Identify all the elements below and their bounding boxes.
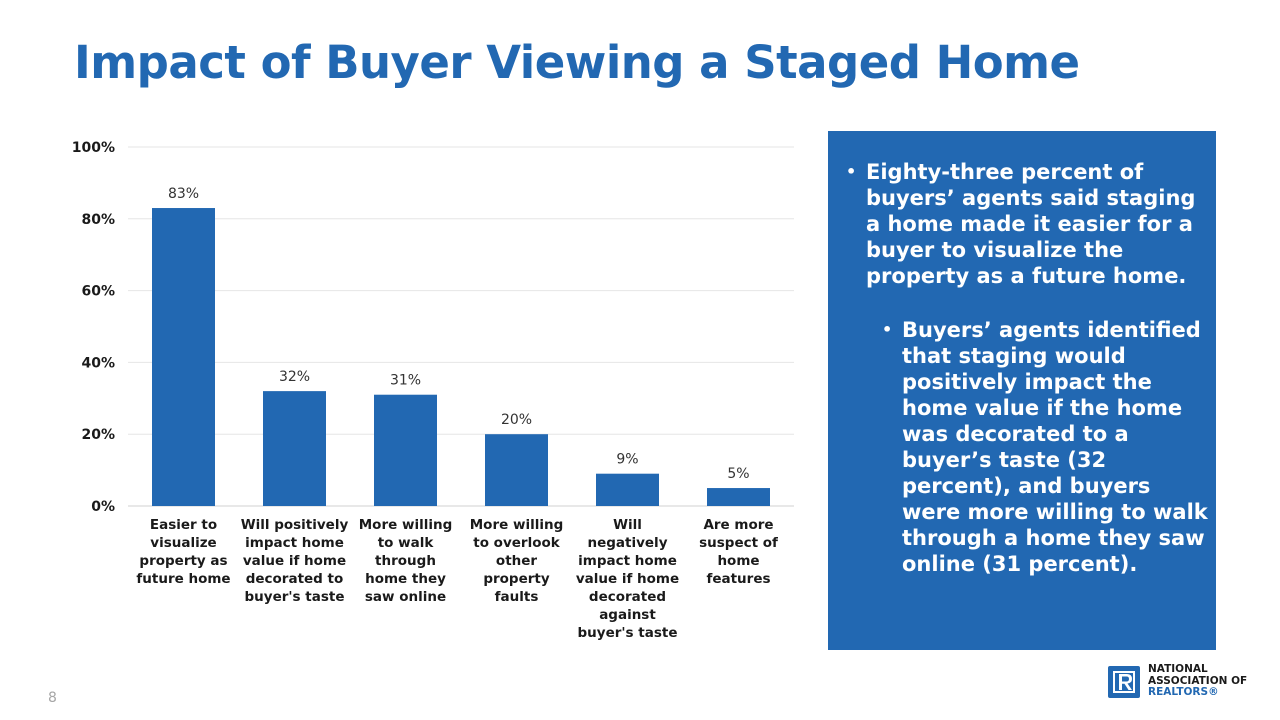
bar: [374, 394, 437, 506]
sub-bullet-text: Buyers’ agents identified that staging w…: [902, 318, 1208, 576]
bullet-dot-icon: •: [846, 162, 857, 181]
realtor-r-logo-icon: [1108, 666, 1140, 698]
bar: [152, 208, 215, 506]
y-tick-label: 60%: [81, 284, 115, 300]
y-tick-label: 100%: [72, 140, 115, 156]
page-number: 8: [48, 690, 57, 706]
data-label: 20%: [501, 412, 532, 428]
main-bullet-text: Eighty-three percent of buyers’ agents s…: [866, 160, 1196, 288]
y-tick-label: 0%: [91, 499, 115, 515]
main-bullet: • Eighty-three percent of buyers’ agents…: [846, 159, 1196, 289]
bullet-dot-icon: •: [882, 320, 893, 339]
data-label: 9%: [616, 452, 638, 468]
nar-logo: NATIONAL ASSOCIATION OF REALTORS®: [1108, 663, 1258, 702]
x-category-label: More willing to overlook other property faul…: [469, 517, 564, 605]
data-label: 83%: [168, 186, 199, 202]
data-label: 32%: [279, 369, 310, 385]
y-tick-label: 80%: [81, 212, 115, 228]
x-category-label: More willing to walk through home they saw o…: [358, 517, 453, 605]
bar: [263, 391, 326, 506]
bar: [707, 488, 770, 506]
x-category-label: Will negatively impact home value if home de…: [575, 517, 680, 641]
bar: [596, 473, 659, 506]
logo-wordmark: NATIONAL ASSOCIATION OF REALTORS®: [1148, 663, 1248, 698]
bar-chart: 0% 20% 40% 60% 80% 100% 83% 32% 31% 20% 9% 5%: [72, 140, 794, 515]
data-label: 31%: [390, 373, 421, 389]
x-category-label: Will positively impact home value if home d…: [240, 517, 349, 605]
x-category-label: Easier to visualize property as future home: [136, 517, 231, 587]
y-tick-label: 40%: [81, 355, 115, 371]
y-tick-label: 20%: [81, 427, 115, 443]
sub-bullet: • Buyers’ agents identified that staging…: [882, 317, 1212, 577]
data-label: 5%: [727, 466, 749, 482]
slide-title: Impact of Buyer Viewing a Staged Home: [74, 36, 1080, 89]
key-findings-panel: • Eighty-three percent of buyers’ agents…: [828, 131, 1216, 650]
bar: [485, 434, 548, 506]
x-category-label: Are more suspect of home features: [699, 517, 778, 587]
